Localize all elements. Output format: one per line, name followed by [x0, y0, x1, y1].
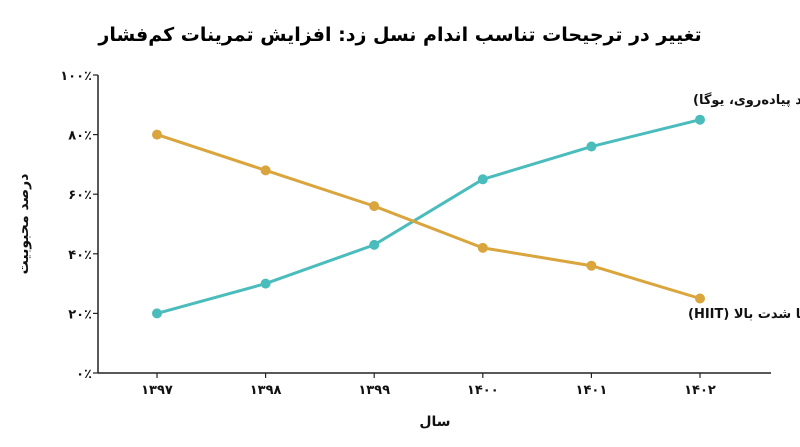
data-point-s1-2 — [369, 201, 380, 212]
x-tick-label: ۱۳۹۹ — [358, 383, 390, 398]
data-point-s0-4 — [586, 141, 597, 152]
chart-title: تغییر در ترجیحات تناسب اندام نسل زد: افز… — [97, 24, 701, 46]
y-tick-label: ۰٪ — [76, 367, 92, 382]
x-axis-title: سال — [419, 414, 450, 430]
y-axis-ticks: ۰٪ ۲۰٪ ۴۰٪ ۶۰٪ ۸۰٪ ۱۰۰٪ — [60, 69, 98, 382]
data-point-s0-1 — [260, 278, 271, 289]
y-tick-label: ۶۰٪ — [68, 188, 92, 203]
x-axis-ticks: ۱۳۹۷ ۱۳۹۸ ۱۳۹۹ ۱۴۰۰ ۱۴۰۱ ۱۴۰۲ — [141, 373, 716, 398]
y-tick-label: ۴۰٪ — [68, 248, 92, 263]
x-tick-label: ۱۳۹۷ — [141, 383, 173, 398]
series-line-0 — [156, 118, 701, 315]
x-tick-label: ۱۴۰۲ — [684, 383, 716, 398]
data-point-s1-5 — [695, 293, 705, 304]
data-point-s1-4 — [586, 260, 597, 271]
data-point-s1-1 — [260, 165, 271, 176]
series-label-low-impact: تمرینات کم‌فشار و طولانی‌مدت (مانند پیاد… — [693, 92, 800, 108]
data-point-s0-5 — [695, 114, 705, 125]
data-point-s0-0 — [152, 308, 162, 319]
data-point-s0-3 — [477, 174, 488, 185]
data-point-s1-0 — [152, 129, 162, 140]
data-point-s0-2 — [369, 239, 380, 250]
y-tick-label: ۸۰٪ — [68, 129, 92, 144]
x-tick-label: ۱۳۹۸ — [250, 383, 282, 398]
series-group — [152, 114, 705, 319]
x-tick-label: ۱۴۰۰ — [467, 383, 499, 398]
y-axis-title: درصد محبوبیت — [16, 174, 32, 275]
y-tick-label: ۲۰٪ — [68, 307, 92, 322]
data-point-s1-3 — [477, 242, 488, 253]
x-tick-label: ۱۴۰۱ — [576, 383, 608, 398]
series-label-hiit: تمرینات تناوبی با شدت بالا (HIIT) — [688, 307, 800, 322]
y-tick-label: ۱۰۰٪ — [60, 69, 92, 84]
series-line-1 — [156, 133, 701, 300]
